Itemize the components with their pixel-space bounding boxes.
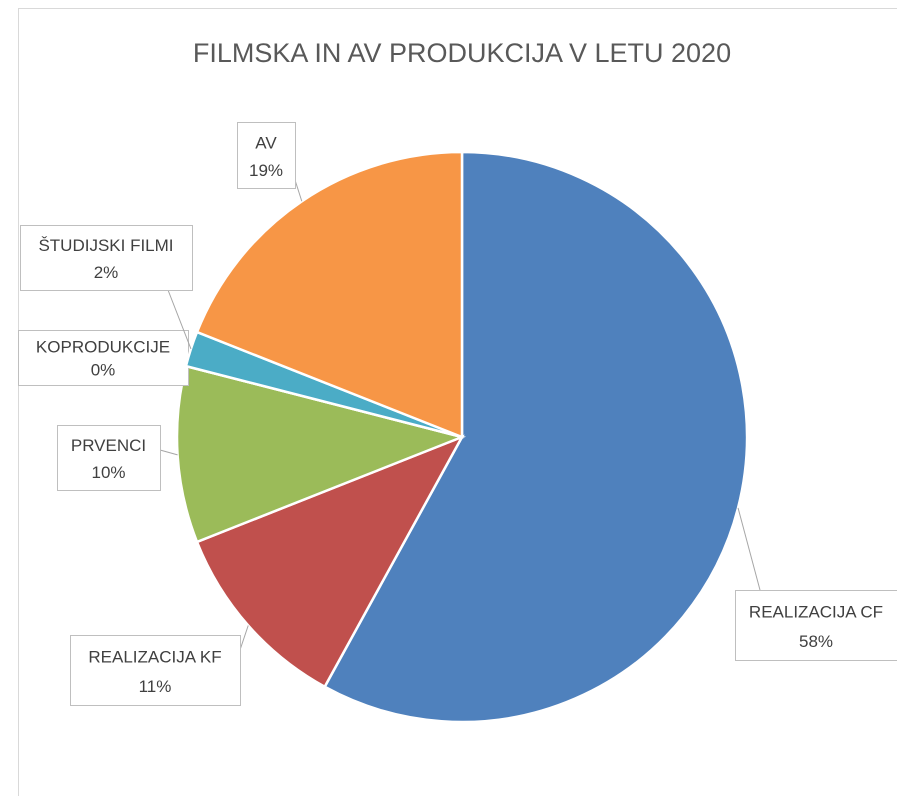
data-label-name: PRVENCI — [71, 436, 146, 455]
data-label-name: ŠTUDIJSKI FILMI — [38, 236, 173, 255]
leader-line — [737, 507, 761, 591]
data-label-value: 0% — [91, 361, 116, 380]
data-label-value: 10% — [91, 463, 125, 482]
leader-line — [294, 179, 303, 202]
data-label-name: KOPRODUKCIJE — [36, 338, 170, 357]
data-label-value: 2% — [94, 263, 119, 282]
label-box — [20, 225, 193, 291]
data-label-name: REALIZACIJA CF — [749, 603, 883, 622]
data-label-name: REALIZACIJA KF — [88, 648, 221, 667]
data-label-value: 58% — [799, 632, 833, 651]
data-label-value: 19% — [249, 161, 283, 180]
data-label-name: AV — [255, 133, 277, 152]
label-box — [18, 330, 189, 386]
leader-line — [239, 625, 249, 651]
pie-slice — [195, 434, 465, 689]
label-box — [237, 122, 296, 189]
leader-line — [159, 449, 178, 456]
pie-slice — [195, 150, 464, 439]
leader-line — [167, 289, 192, 350]
data-label-value: 11% — [139, 677, 172, 696]
label-box — [735, 590, 897, 661]
label-box — [70, 635, 241, 706]
label-box — [57, 425, 161, 491]
chart-title: FILMSKA IN AV PRODUKCIJA V LETU 2020 — [193, 38, 731, 68]
